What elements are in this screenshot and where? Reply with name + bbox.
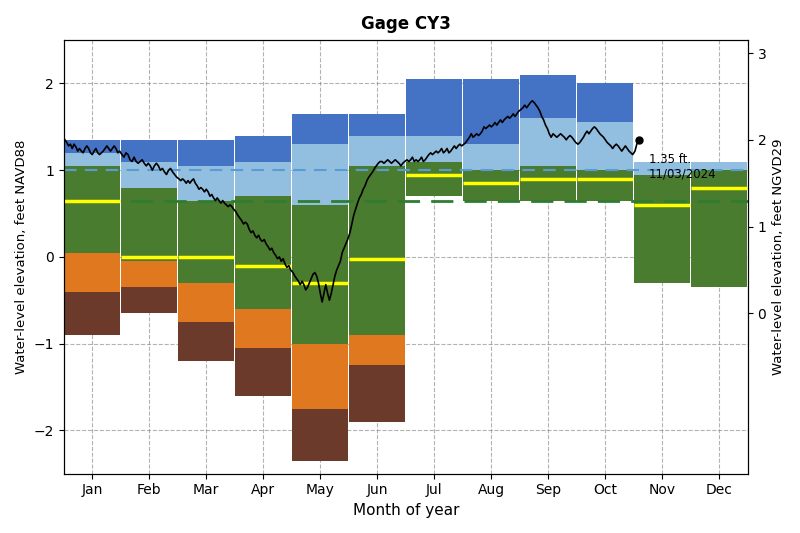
Bar bbox=[122, 261, 178, 287]
Bar bbox=[64, 253, 120, 292]
Bar bbox=[178, 140, 234, 166]
Bar bbox=[178, 200, 234, 283]
Bar bbox=[463, 170, 519, 200]
Bar bbox=[292, 205, 348, 344]
Bar bbox=[691, 161, 747, 170]
Y-axis label: Water-level elevation, feet NGVD29: Water-level elevation, feet NGVD29 bbox=[772, 139, 785, 375]
Bar bbox=[691, 170, 747, 287]
Bar bbox=[350, 166, 406, 335]
Bar bbox=[463, 144, 519, 170]
Bar bbox=[578, 170, 634, 200]
Bar bbox=[64, 153, 120, 166]
Bar bbox=[178, 166, 234, 200]
Bar bbox=[350, 365, 406, 422]
Title: Gage CY3: Gage CY3 bbox=[361, 15, 450, 33]
Bar bbox=[122, 287, 178, 313]
Bar bbox=[292, 344, 348, 409]
Bar bbox=[292, 409, 348, 461]
Bar bbox=[122, 188, 178, 261]
Bar bbox=[122, 140, 178, 161]
Bar bbox=[350, 335, 406, 365]
Bar bbox=[520, 75, 576, 118]
Bar bbox=[292, 144, 348, 205]
Bar bbox=[520, 166, 576, 200]
Bar bbox=[350, 135, 406, 166]
Bar bbox=[406, 79, 462, 135]
Bar bbox=[578, 84, 634, 123]
Bar bbox=[350, 114, 406, 135]
Bar bbox=[634, 174, 690, 283]
Bar bbox=[406, 161, 462, 196]
Bar bbox=[235, 309, 291, 348]
Text: 1.35 ft.
11/03/2024: 1.35 ft. 11/03/2024 bbox=[649, 153, 717, 181]
Bar bbox=[292, 114, 348, 144]
Bar bbox=[463, 79, 519, 144]
Bar bbox=[64, 166, 120, 253]
Bar bbox=[64, 292, 120, 335]
Bar bbox=[578, 123, 634, 170]
Bar bbox=[235, 348, 291, 395]
Bar bbox=[235, 196, 291, 309]
Bar bbox=[520, 118, 576, 166]
Bar bbox=[406, 135, 462, 161]
Bar bbox=[634, 161, 690, 174]
Bar bbox=[64, 140, 120, 153]
Bar bbox=[235, 135, 291, 161]
X-axis label: Month of year: Month of year bbox=[353, 503, 459, 518]
Bar bbox=[178, 283, 234, 322]
Y-axis label: Water-level elevation, feet NAVD88: Water-level elevation, feet NAVD88 bbox=[15, 140, 28, 374]
Bar bbox=[122, 161, 178, 188]
Bar bbox=[178, 322, 234, 361]
Bar bbox=[235, 161, 291, 196]
